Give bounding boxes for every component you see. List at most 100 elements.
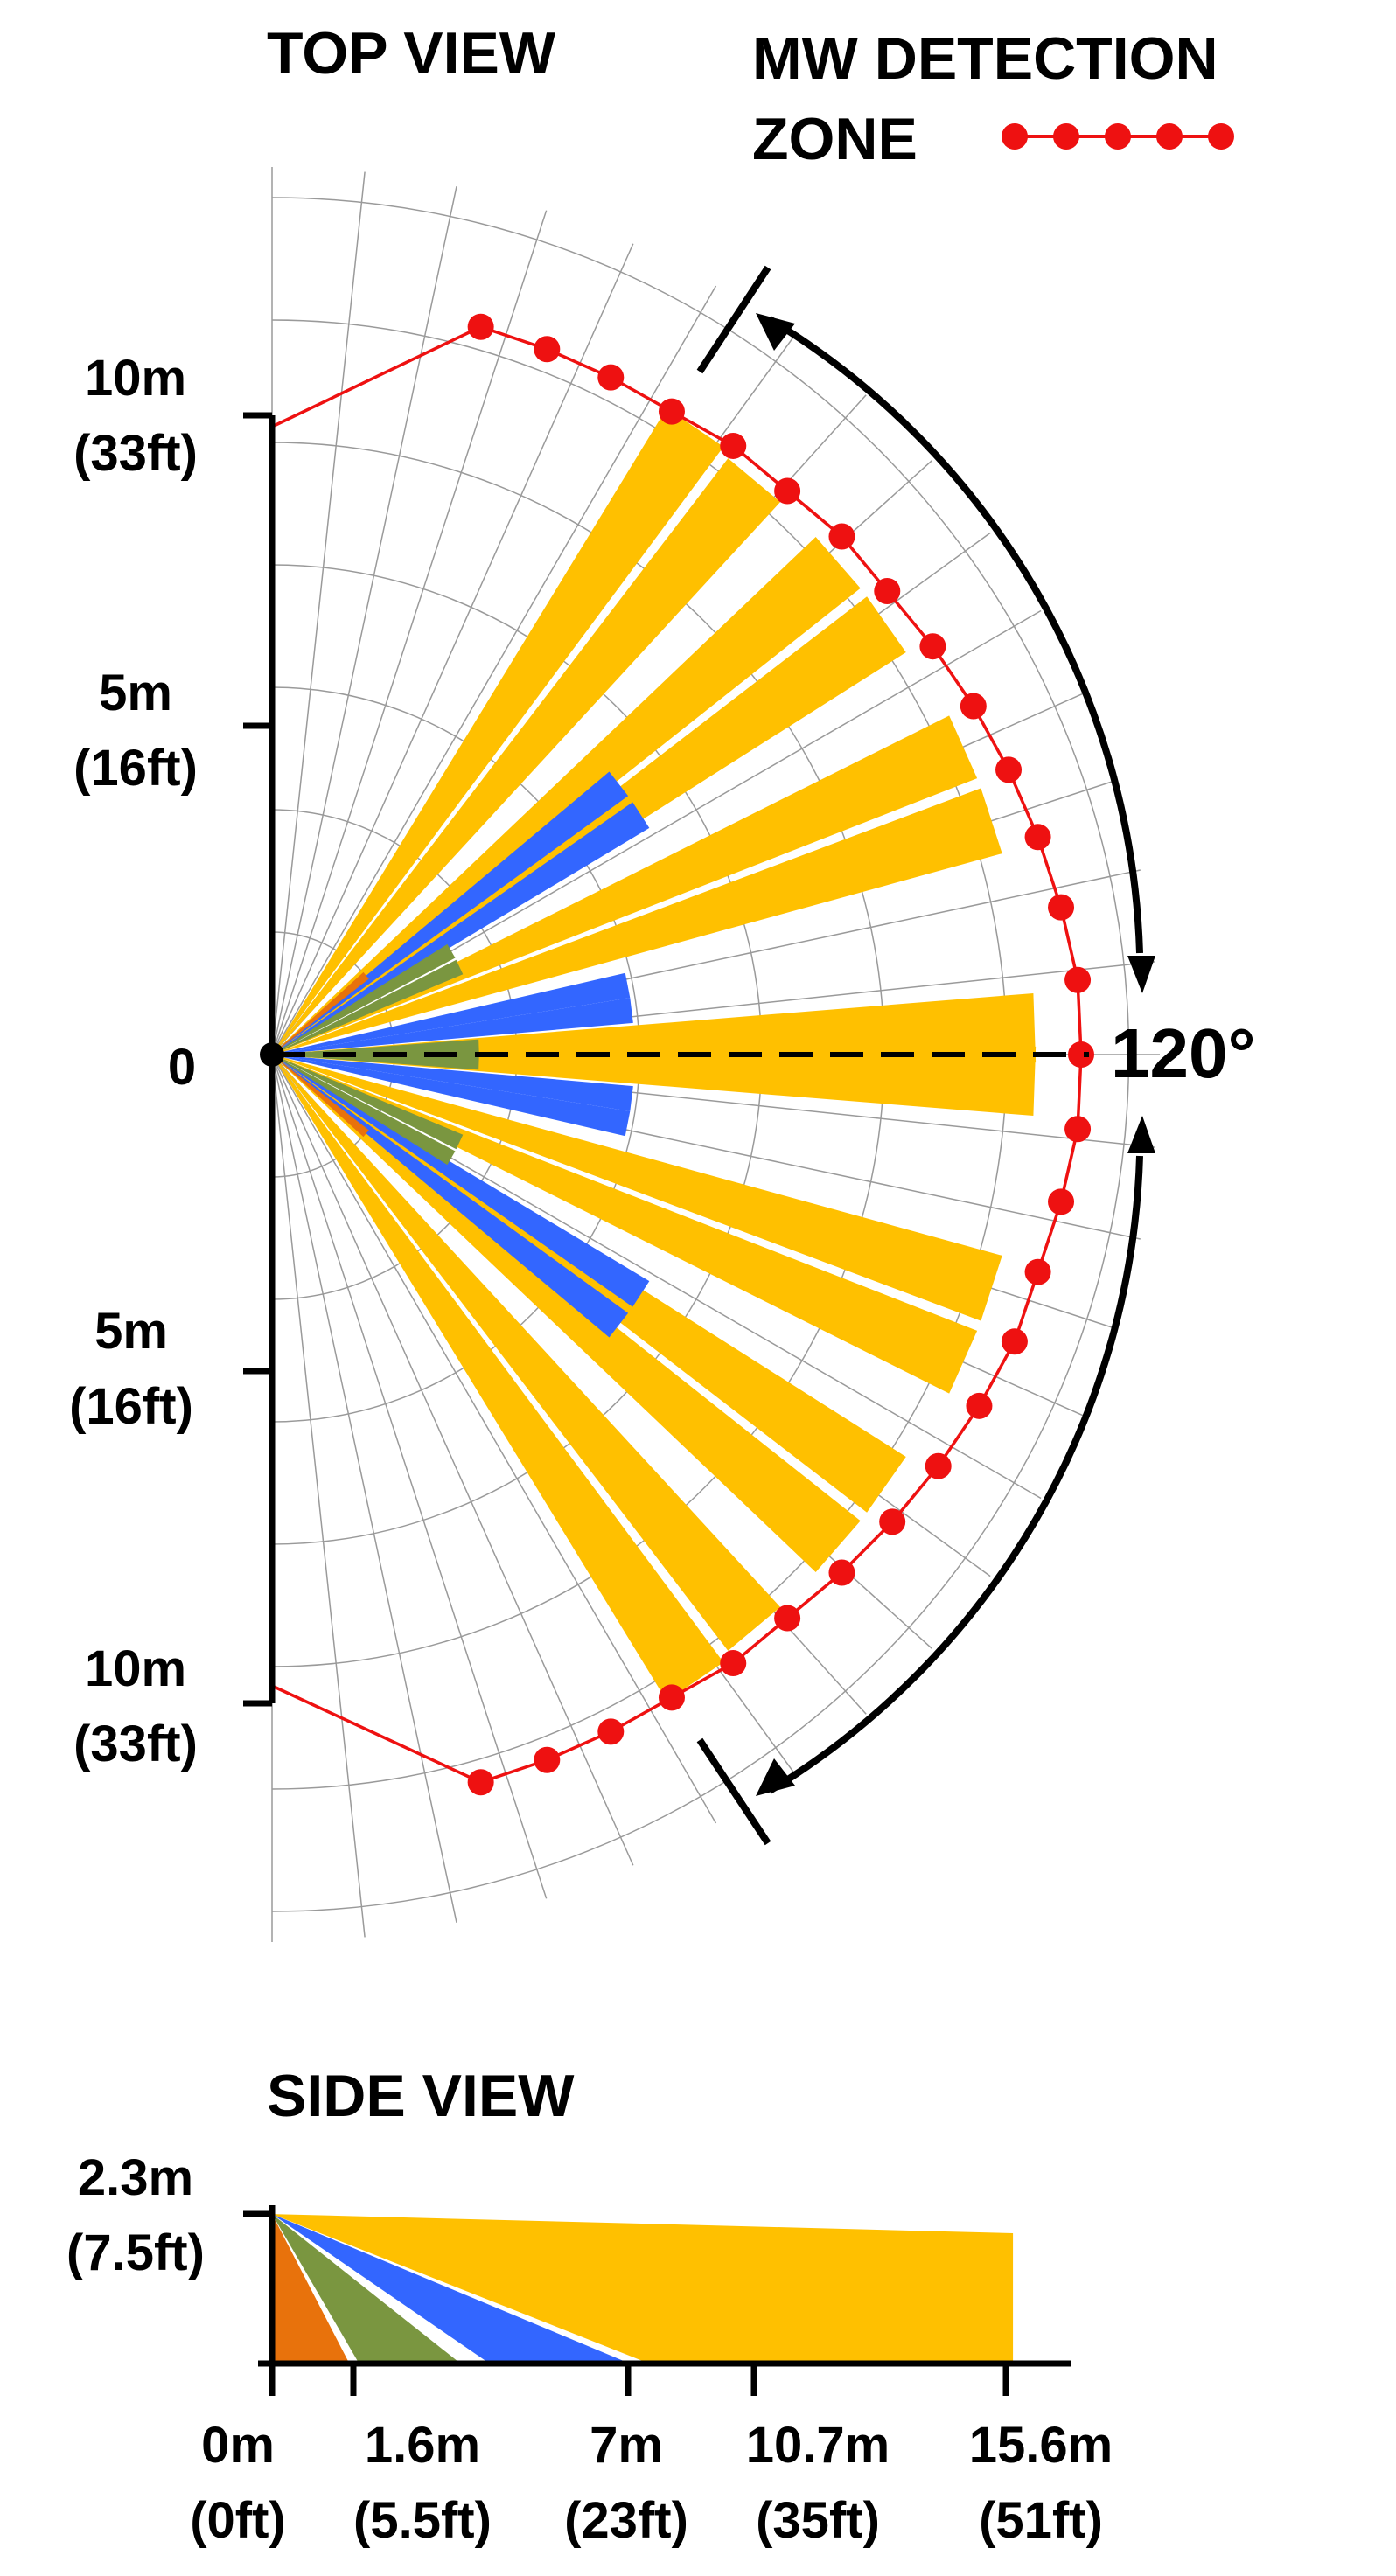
beam-yellow [272, 537, 861, 1055]
y-tick-zero: 0 [168, 1039, 196, 1096]
mw-detection-zone [271, 313, 1094, 1796]
zone-point [467, 313, 494, 340]
zone-point [534, 336, 561, 363]
x-tick-23ft: (23ft) [564, 2492, 688, 2549]
zone-point [720, 432, 747, 459]
x-tick-7m: 7m [590, 2417, 663, 2474]
beam-yellow [272, 1055, 781, 1651]
beam-blue [272, 1055, 650, 1307]
zone-point [1024, 1258, 1051, 1285]
zone-point [1064, 966, 1092, 993]
beam-green [272, 1055, 456, 1166]
y-tick-10m-down: 10m [85, 1640, 186, 1697]
zone-point [919, 633, 946, 660]
zone-point [1068, 1041, 1094, 1068]
zone-point [828, 1559, 855, 1586]
zone-point [1001, 1328, 1028, 1355]
beam-yellow [272, 1055, 1002, 1321]
detection-beams [272, 407, 1037, 1702]
beam-blue [272, 1055, 633, 1111]
grid-spoke [271, 1054, 457, 1923]
zone-point [925, 1452, 952, 1479]
side-beam-orange [272, 2214, 348, 2361]
side-beam-green [272, 2214, 457, 2361]
grid-spoke [271, 1054, 717, 1824]
zone-point [597, 1718, 625, 1745]
x-tick-35ft: (35ft) [756, 2492, 880, 2549]
zone-point [774, 1605, 801, 1632]
angle-label: 120° [1111, 1014, 1255, 1092]
zone-point [658, 1684, 685, 1711]
y-tick-33ft-up: (33ft) [73, 425, 198, 482]
grid-spoke [271, 1054, 366, 1938]
beam-blue [272, 998, 633, 1055]
beam-yellow [272, 1055, 861, 1572]
x-tick-1.6m: 1.6m [365, 2417, 480, 2474]
beam-orange [272, 971, 369, 1055]
x-tick-51ft: (51ft) [979, 2492, 1103, 2549]
beam-yellow [272, 1055, 724, 1702]
top-view-title: TOP VIEW [267, 20, 556, 87]
angle-arrowheads [756, 313, 1155, 1796]
beam-blue [272, 1055, 631, 1137]
zone-point [1064, 1116, 1092, 1143]
sensor-origin [260, 1042, 284, 1067]
x-tick-5.5ft: (5.5ft) [353, 2492, 492, 2549]
side-y-label-m: 2.3m [78, 2149, 193, 2206]
zone-point [774, 477, 801, 505]
beam-yellow [272, 596, 906, 1055]
legend-label-line2: ZONE [752, 106, 918, 172]
side-y-label-ft: (7.5ft) [66, 2224, 205, 2281]
y-tick-5m-up: 5m [99, 665, 172, 721]
grid-spoke [271, 210, 548, 1055]
grid-spoke [271, 243, 634, 1055]
zone-point [960, 693, 987, 720]
zone-point [1048, 1188, 1075, 1215]
y-tick-5m-down: 5m [94, 1303, 168, 1360]
beam-yellow [272, 788, 1002, 1055]
side-beam-blue [272, 2214, 624, 2361]
beam-blue [272, 972, 631, 1055]
zone-point [995, 756, 1023, 783]
angle-arc [696, 265, 1143, 1846]
zone-point [874, 578, 901, 605]
grid-spoke [271, 171, 366, 1055]
zone-point [597, 364, 625, 391]
grid-spoke [271, 1054, 548, 1899]
x-tick-15.6m: 15.6m [969, 2417, 1113, 2474]
beam-yellow [272, 1055, 906, 1513]
zone-point [879, 1508, 906, 1535]
x-tick-0m: 0m [201, 2417, 275, 2474]
beam-orange [272, 1055, 369, 1138]
x-tick-10.7m: 10.7m [746, 2417, 890, 2474]
y-tick-33ft-down: (33ft) [73, 1716, 198, 1772]
beam-yellow [272, 407, 724, 1055]
x-tick-0ft: (0ft) [190, 2492, 286, 2549]
side-view-title: SIDE VIEW [267, 2063, 575, 2129]
grid-spoke [271, 186, 457, 1055]
beam-green [272, 943, 456, 1055]
legend-label-line1: MW DETECTION [752, 25, 1218, 92]
side-view-axes [243, 2205, 1071, 2396]
zone-point [534, 1746, 561, 1773]
beam-green [272, 959, 464, 1055]
side-view-beams [272, 2214, 1014, 2361]
y-tick-16ft-up: (16ft) [73, 740, 198, 797]
beam-blue [272, 802, 650, 1055]
zone-point [828, 523, 855, 550]
legend-zone-marker [1002, 123, 1234, 150]
y-tick-10m-up: 10m [85, 350, 186, 407]
beam-green [272, 1039, 479, 1055]
zone-point [467, 1769, 494, 1796]
y-tick-16ft-down: (16ft) [69, 1378, 193, 1435]
zone-point [1024, 824, 1051, 851]
side-beam-yellow [272, 2214, 1014, 2361]
grid-spoke [271, 1054, 634, 1866]
zone-point [1048, 894, 1075, 921]
zone-point [658, 398, 685, 425]
beam-green [272, 1055, 464, 1150]
zone-point [720, 1650, 747, 1677]
zone-point [966, 1392, 993, 1419]
